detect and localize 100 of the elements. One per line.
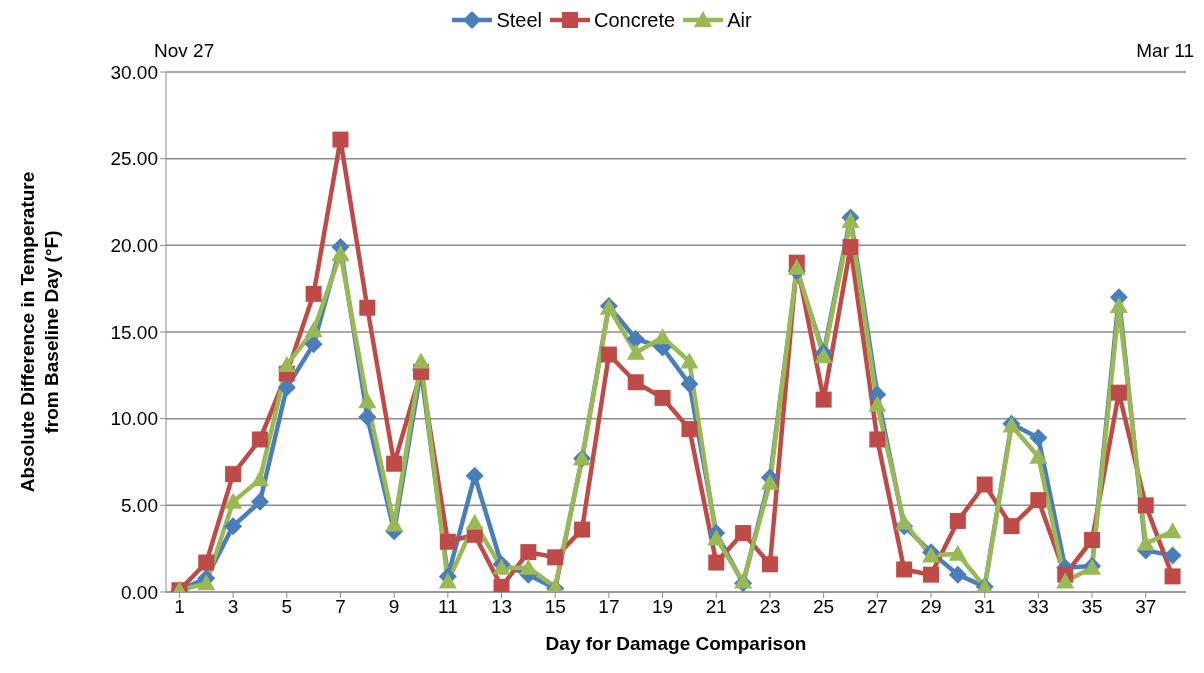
- point: [869, 431, 886, 448]
- point: [438, 572, 457, 589]
- point: [358, 407, 377, 426]
- x-tick-label: 15: [544, 596, 566, 618]
- x-tick-label: 9: [388, 596, 400, 618]
- point: [1163, 546, 1182, 565]
- point: [224, 517, 243, 536]
- legend-label: Air: [727, 8, 752, 32]
- point: [815, 391, 832, 408]
- point: [626, 329, 645, 348]
- x-tick-label: 33: [1027, 596, 1049, 618]
- x-tick-label: 37: [1135, 596, 1157, 618]
- point: [1003, 518, 1020, 535]
- x-tick-label: 3: [227, 596, 239, 618]
- y-tick-label: 20.00: [110, 235, 158, 257]
- y-axis-title: Absolute Difference in Temperature from Baseline Day (°F): [17, 171, 62, 493]
- point: [949, 512, 966, 529]
- point: [1109, 297, 1128, 313]
- x-axis-title: Day for Damage Comparison: [545, 633, 807, 654]
- text: Nov 27: [154, 40, 215, 62]
- point: [1137, 497, 1154, 514]
- point: [251, 431, 268, 448]
- point: [439, 533, 456, 550]
- point: [680, 375, 699, 393]
- x-tick-label: 35: [1081, 596, 1103, 618]
- point: [465, 513, 484, 530]
- point: [787, 258, 806, 275]
- point: [841, 212, 860, 229]
- x-tick-label: 21: [705, 596, 727, 618]
- point: [627, 374, 644, 391]
- point: [680, 352, 699, 369]
- point: [304, 321, 323, 338]
- point: [519, 558, 538, 575]
- point: [976, 476, 993, 493]
- point: [948, 544, 967, 561]
- point: [547, 549, 564, 566]
- point: [1056, 572, 1075, 589]
- point: [760, 473, 779, 490]
- point: [465, 466, 484, 485]
- point: [600, 346, 617, 363]
- point: [250, 470, 269, 487]
- y-tick-label: 0.00: [121, 581, 158, 603]
- point: [197, 574, 216, 591]
- point: [707, 529, 726, 546]
- point: [681, 421, 698, 438]
- point: [814, 347, 833, 364]
- text: Mar 11: [1136, 40, 1194, 62]
- point: [277, 355, 296, 372]
- point: [225, 466, 242, 483]
- point: [923, 566, 939, 583]
- x-tick-label: 25: [813, 596, 835, 618]
- legend-label: Steel: [496, 8, 542, 32]
- x-tick-label: 19: [652, 596, 674, 618]
- point: [412, 352, 430, 369]
- point: [359, 299, 376, 316]
- point: [520, 544, 537, 561]
- point: [250, 492, 269, 511]
- x-tick-label: 1: [174, 596, 185, 618]
- point: [386, 455, 403, 472]
- y-tick-label: 5.00: [121, 495, 158, 517]
- y-tick-label: 25.00: [110, 148, 158, 170]
- x-tick-label: 29: [920, 596, 942, 618]
- point: [304, 335, 323, 354]
- point: [895, 513, 914, 530]
- x-tick-label: 31: [974, 596, 996, 618]
- legend-label: Concrete: [593, 8, 676, 32]
- x-tick-label: 17: [598, 596, 620, 618]
- y-tick-label: 10.00: [110, 408, 158, 430]
- point: [842, 239, 859, 256]
- point: [1029, 428, 1048, 447]
- point: [198, 554, 215, 571]
- point: [654, 389, 671, 406]
- point: [708, 554, 725, 571]
- point: [896, 561, 913, 578]
- point: [1110, 384, 1127, 401]
- point: [653, 328, 672, 345]
- x-tick-label: 27: [866, 596, 888, 618]
- point: [868, 395, 887, 412]
- point: [948, 565, 967, 584]
- x-tick-label: 5: [281, 596, 293, 618]
- point: [331, 245, 350, 261]
- point: [332, 131, 349, 148]
- point: [305, 285, 322, 302]
- y-tick-label: 30.00: [110, 61, 158, 83]
- x-tick-label: 7: [335, 596, 346, 618]
- point: [358, 392, 377, 409]
- point: [1029, 447, 1048, 464]
- point: [1084, 532, 1101, 548]
- point: [735, 525, 752, 542]
- point: [626, 343, 645, 360]
- point: [1163, 522, 1182, 539]
- point: [1030, 492, 1047, 509]
- point: [761, 556, 778, 573]
- y-tick-label: 15.00: [110, 321, 158, 343]
- point: [574, 521, 591, 538]
- x-tick-label: 23: [759, 596, 781, 618]
- x-tick-label: 13: [490, 596, 513, 618]
- point: [493, 578, 510, 592]
- point: [224, 492, 243, 509]
- point: [1164, 568, 1181, 585]
